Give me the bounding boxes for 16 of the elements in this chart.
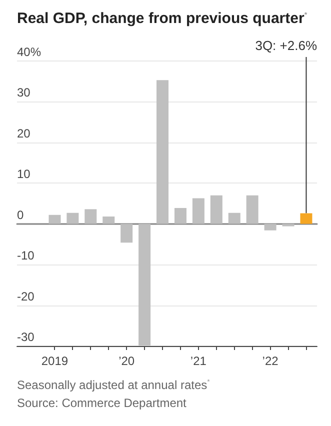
y-tick-label: 20 <box>17 126 31 140</box>
chart-title: Real GDP, change from previous quarter$^{*}$ <box>17 10 308 27</box>
y-tick-label: 40% <box>17 45 42 59</box>
y-tick-label: 0 <box>17 208 24 222</box>
x-tick-label: ’22 <box>262 354 279 368</box>
y-tick-label: 10 <box>17 167 31 182</box>
x-tick-label: ’20 <box>118 354 135 368</box>
text: Seasonally adjusted at annual rates$^{*}$ <box>17 378 210 392</box>
y-tick-label: -30 <box>17 330 35 344</box>
y-tick-label: -20 <box>17 289 35 304</box>
text: 3Q: +2.6% <box>255 38 318 53</box>
x-tick-label: ’21 <box>190 354 207 368</box>
y-tick-label: -10 <box>17 248 35 263</box>
source-note: Source: Commerce Department <box>17 396 186 410</box>
y-tick-label: 30 <box>17 86 31 100</box>
x-tick-label: 2019 <box>41 354 68 368</box>
